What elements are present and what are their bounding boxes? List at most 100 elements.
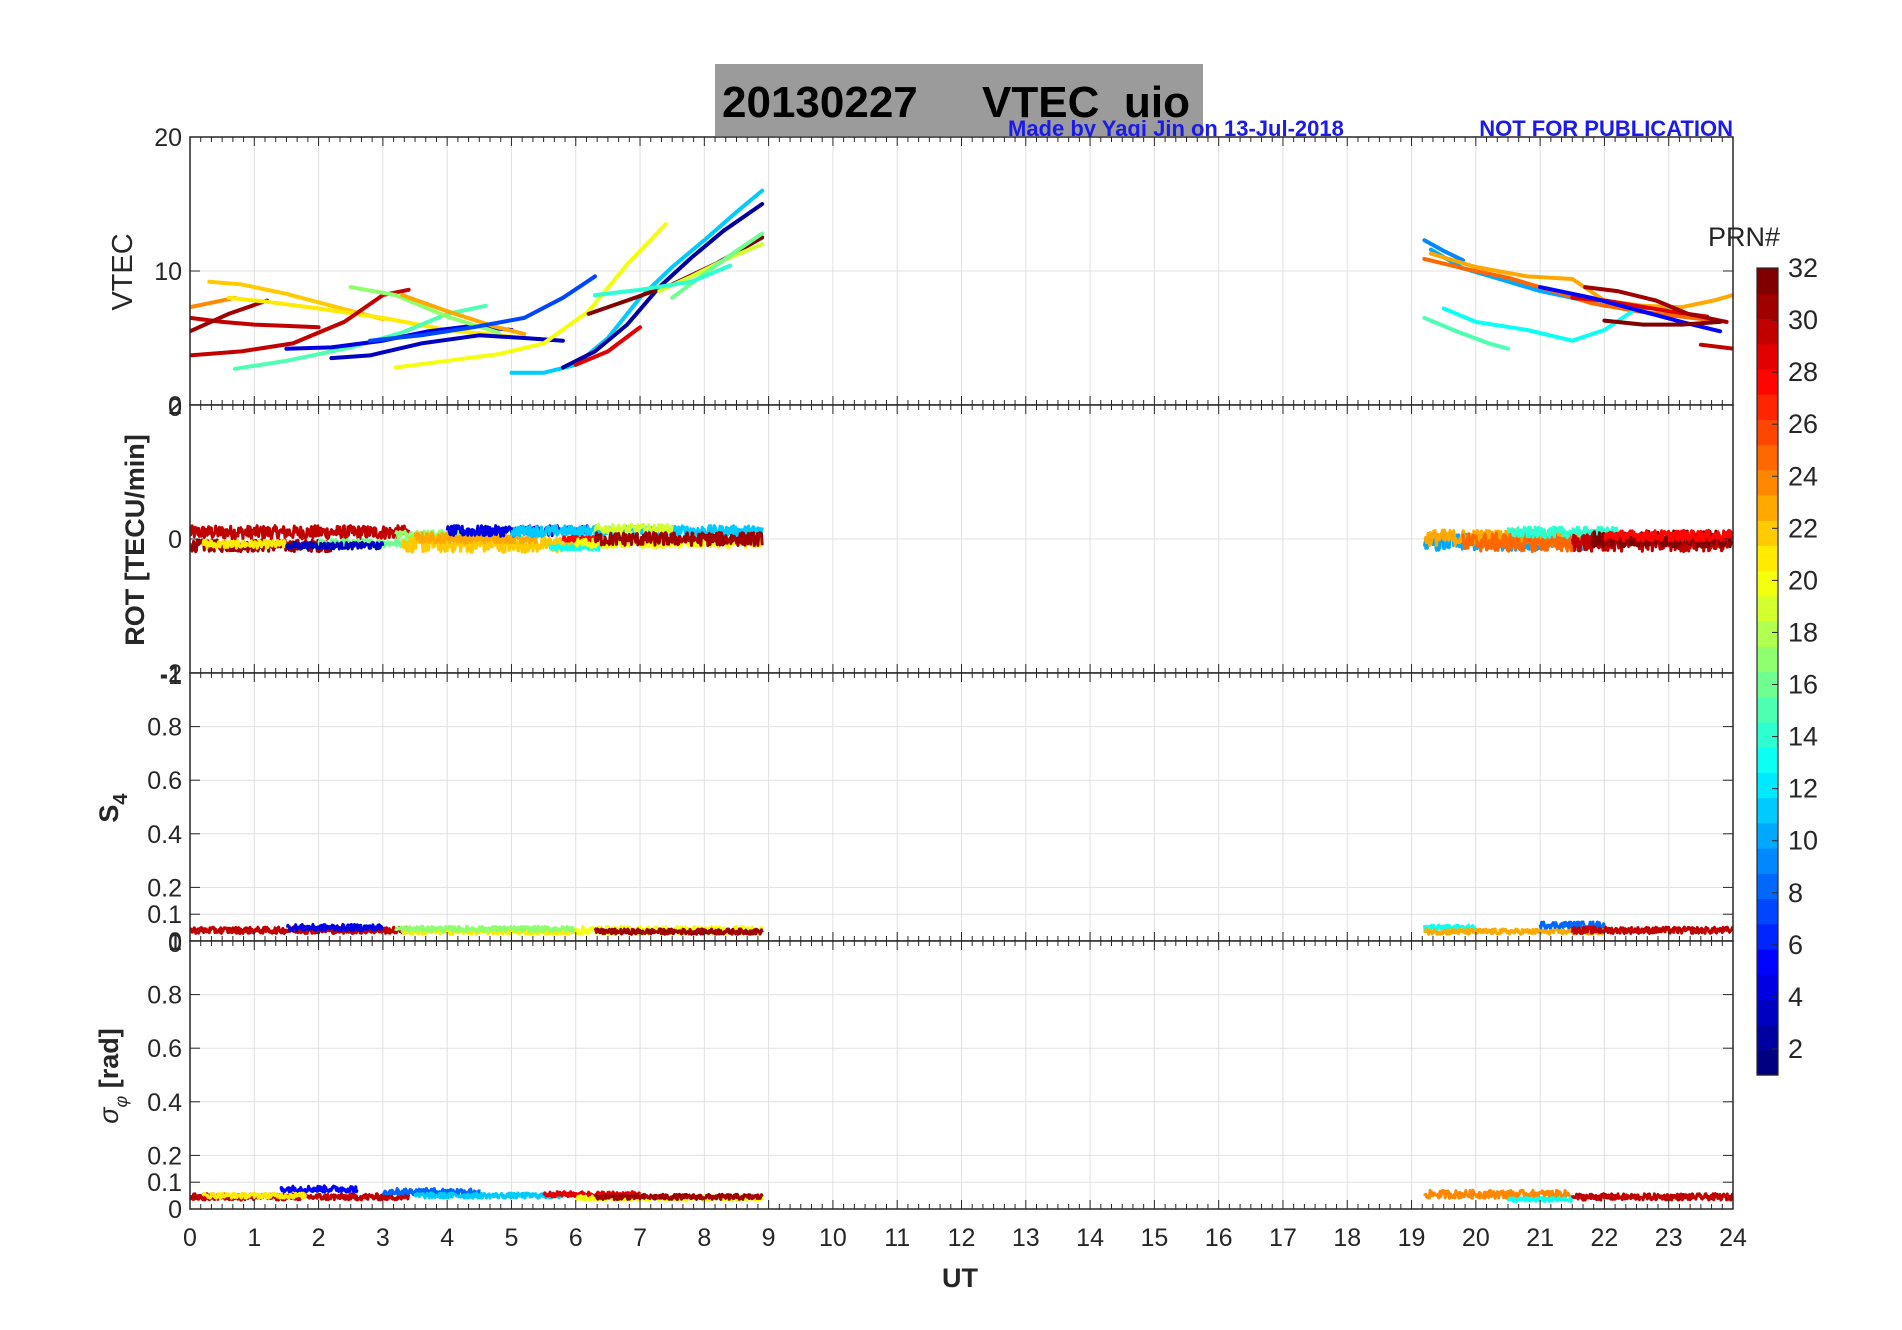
series-prn-5 <box>279 1184 359 1194</box>
y-tick-label: 0 <box>168 928 182 956</box>
colorbar-step <box>1757 1049 1778 1076</box>
colorbar-tick-label: 28 <box>1788 357 1818 387</box>
colorbar-step <box>1757 772 1778 799</box>
colorbar-step <box>1757 444 1778 471</box>
vtec-series-prn-13 <box>1441 306 1639 343</box>
s4-ylabel-main: S <box>94 805 124 823</box>
colorbar-tick-label: 16 <box>1788 670 1818 700</box>
vtec-series-prn-7 <box>368 274 597 343</box>
colorbar-step <box>1757 721 1778 748</box>
x-tick-label: 12 <box>948 1224 976 1252</box>
title-date: 20130227 <box>722 78 918 127</box>
y-tick-label: 0.6 <box>147 767 182 795</box>
vtec-series-prn-22 <box>207 279 385 322</box>
series-prn-23 <box>413 531 539 545</box>
x-tick-labels: 0 1 2 3 4 5 6 7 8 9 10 11 12 13 14 15 16 17 18 19 20 21 22 23 24 <box>183 1224 1747 1252</box>
colorbar-step <box>1757 293 1778 320</box>
vtec-series-prn-15 <box>1422 315 1510 351</box>
x-tick-label: 5 <box>505 1224 519 1252</box>
colorbar-tick-label: 22 <box>1788 513 1818 543</box>
colorbar-step <box>1757 343 1778 370</box>
y-tick-label: 0.4 <box>147 1089 182 1117</box>
y-tick-label: 0.1 <box>147 901 182 929</box>
colorbar-step <box>1757 873 1778 900</box>
x-tick-label: 18 <box>1333 1224 1361 1252</box>
series-prn-30 <box>190 925 411 935</box>
colorbar-tick-label: 2 <box>1788 1034 1803 1064</box>
vtec-series-prn-31 <box>1583 285 1729 324</box>
vtec-ylabel: VTEC <box>107 233 139 310</box>
sigma-ylabel-unit: [rad] <box>94 1028 124 1096</box>
x-tick-label: 3 <box>376 1224 390 1252</box>
vtec-series-prn-32 <box>1602 318 1723 327</box>
data-layer <box>190 920 1733 936</box>
x-tick-label: 15 <box>1140 1224 1168 1252</box>
colorbar-step <box>1757 595 1778 622</box>
y-tick-label: 20 <box>154 124 182 152</box>
colorbar-step <box>1757 646 1778 673</box>
colorbar-step <box>1757 999 1778 1026</box>
y-tick-label: 0.8 <box>147 982 182 1010</box>
colorbar-step <box>1757 419 1778 446</box>
y-tick-label: 1 <box>168 660 182 688</box>
colorbar-tick-label: 18 <box>1788 617 1818 647</box>
title-box <box>715 64 1203 136</box>
colorbar-step <box>1757 520 1778 547</box>
series-prn-30 <box>190 524 411 541</box>
y-tick-label: 1 <box>168 928 182 956</box>
overlap-tick-s4-zero: 0 <box>168 930 182 958</box>
colorbar-tick-label: 30 <box>1788 305 1818 335</box>
sigma-ylabel-sub: φ <box>111 1095 131 1107</box>
colorbar-step <box>1757 948 1778 975</box>
sigma-phi-panel: 10.80.60.40.20.10 <box>147 928 1734 1224</box>
y-tick-label: 0 <box>168 1196 182 1224</box>
y-tick-label: 0.1 <box>147 1169 182 1197</box>
vtec-panel: 20 10 0 <box>154 124 1734 420</box>
sigma-ylabel: σφ [rad] <box>94 1028 131 1124</box>
overlap-tick-rot-neg: -1 <box>160 662 182 690</box>
colorbar-step <box>1757 747 1778 773</box>
vtec-series-prn-9 <box>1422 238 1465 263</box>
x-tick-label: 7 <box>633 1224 647 1252</box>
vtec-series-prn-14 <box>593 263 733 298</box>
rot-panel: 20-2 <box>160 392 1734 688</box>
colorbar-tick-label: 12 <box>1788 774 1818 804</box>
colorbar-tick-label: 10 <box>1788 826 1818 856</box>
x-tick-label: 21 <box>1526 1224 1554 1252</box>
colorbar-frame <box>1756 267 1779 1076</box>
vtec-series-prn-16 <box>670 231 765 300</box>
colorbar-step <box>1757 923 1778 950</box>
series-prn-31 <box>593 927 764 936</box>
colorbar-tick-label: 14 <box>1788 722 1818 752</box>
data-layer <box>190 188 1733 375</box>
s4-panel: 1 0.8 0.6 0.4 0.20.10 <box>147 660 1734 956</box>
s4-ylabel: S4 <box>94 793 132 823</box>
colorbar-step <box>1757 696 1778 723</box>
x-tick-label: 1 <box>247 1224 261 1252</box>
colorbar-step <box>1757 268 1778 294</box>
colorbar-step <box>1757 394 1778 420</box>
x-tick-label: 10 <box>819 1224 847 1252</box>
x-tick-label: 24 <box>1719 1224 1747 1252</box>
colorbar-step <box>1757 368 1778 395</box>
series-prn-31 <box>593 1192 764 1202</box>
title-label: VTEC <box>982 78 1099 127</box>
y-tick-label: 0.6 <box>147 1035 182 1063</box>
x-tick-label: 4 <box>440 1224 454 1252</box>
x-tick-label: 19 <box>1398 1224 1426 1252</box>
series-prn-30 <box>1570 925 1733 935</box>
y-tick-label: 0.2 <box>147 874 182 902</box>
colorbar-tick-label: 4 <box>1788 982 1803 1012</box>
vtec-series-prn-30 <box>1698 342 1733 351</box>
colorbar-step <box>1757 570 1778 597</box>
x-tick-label: 6 <box>569 1224 583 1252</box>
s4-ylabel-sub: 4 <box>110 793 132 805</box>
y-tick-label: 0.4 <box>147 821 182 849</box>
series-prn-13 <box>1422 923 1477 932</box>
x-tick-label: 8 <box>697 1224 711 1252</box>
rot-ylabel: ROT [TECU/min] <box>120 434 150 645</box>
x-axis-label: UT <box>942 1263 978 1293</box>
colorbar-tick-label: 32 <box>1788 253 1818 283</box>
